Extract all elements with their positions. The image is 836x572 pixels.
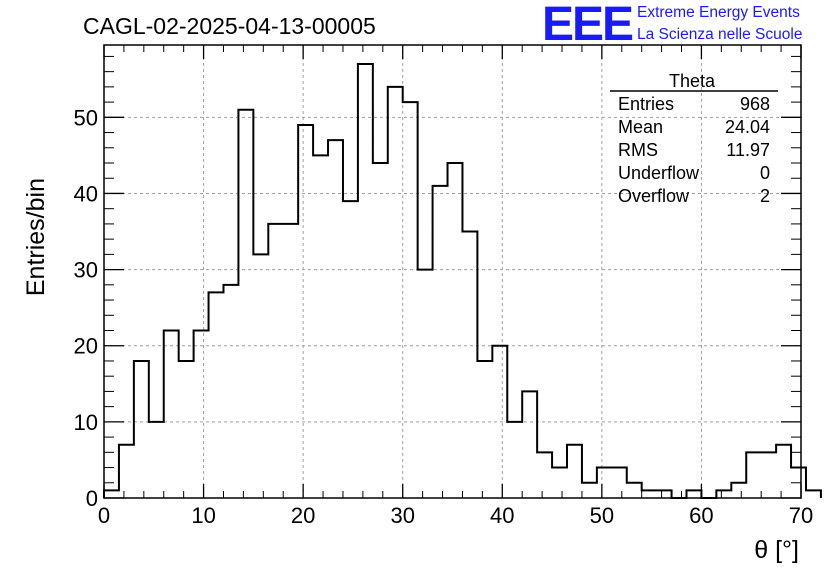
stats-value: 968: [740, 94, 770, 114]
histogram-bin: [119, 445, 134, 498]
brand-line-2: La Scienza nelle Scuole: [637, 26, 802, 43]
histogram-bin: [627, 483, 642, 498]
x-tick-label: 60: [689, 503, 713, 528]
eee-logo: EEE: [542, 0, 633, 51]
histogram-bin: [179, 361, 194, 498]
x-tick-label: 0: [98, 503, 110, 528]
histogram-bin: [209, 292, 224, 498]
y-tick-label: 40: [74, 181, 98, 206]
histogram-bin: [552, 468, 567, 498]
histogram-bin: [716, 490, 731, 498]
histogram-bin: [612, 468, 627, 498]
stats-value: 11.97: [726, 140, 770, 160]
stats-value: 24.04: [725, 117, 770, 137]
histogram-bin: [462, 232, 477, 498]
chart-title: CAGL-02-2025-04-13-00005: [83, 13, 376, 39]
histogram-bin: [149, 422, 164, 498]
histogram-bin: [403, 102, 418, 498]
x-tick-label: 30: [390, 503, 414, 528]
y-axis-label: Entries/bin: [22, 178, 50, 296]
histogram-bin: [582, 483, 597, 498]
histogram-bin: [194, 331, 209, 498]
histogram-bin: [746, 452, 761, 498]
grid: [104, 45, 801, 498]
y-tick-label: 20: [74, 334, 98, 359]
histogram-bin: [731, 483, 746, 498]
histogram-bin: [522, 391, 537, 498]
histogram-bin: [298, 125, 313, 498]
histogram-bin: [134, 361, 149, 498]
histogram-bin: [343, 201, 358, 498]
histogram-bin: [223, 285, 238, 498]
histogram-bin: [313, 155, 328, 498]
histogram-bin: [686, 490, 701, 498]
histogram-bin: [104, 490, 119, 498]
x-tick-label: 70: [789, 503, 813, 528]
histogram-bin: [657, 490, 672, 498]
stats-value: 0: [760, 163, 770, 183]
stats-value: 2: [760, 186, 770, 206]
histogram-bin: [373, 163, 388, 498]
y-tick-label: 50: [74, 105, 98, 130]
histogram-bin: [537, 452, 552, 498]
histogram-bin: [597, 468, 612, 498]
stats-label: Underflow: [618, 163, 700, 183]
histogram-bin: [776, 445, 791, 498]
histogram-bin: [418, 270, 433, 498]
stats-label: Entries: [618, 94, 674, 114]
stats-title: Theta: [669, 71, 716, 91]
histogram-bins: [104, 64, 821, 498]
x-tick-label: 40: [490, 503, 514, 528]
y-tick-label: 0: [86, 486, 98, 511]
histogram-bin: [507, 422, 522, 498]
histogram-bin: [477, 361, 492, 498]
stats-label: Mean: [618, 117, 663, 137]
plot-frame: [103, 44, 802, 499]
y-tick-label: 30: [74, 258, 98, 283]
histogram-bin: [238, 110, 253, 498]
histogram-bin: [253, 254, 268, 498]
histogram-bin: [268, 224, 283, 498]
histogram-bin: [567, 445, 582, 498]
histogram-bin: [806, 490, 821, 498]
y-tick-label: 10: [74, 410, 98, 435]
x-axis-label: θ [°]: [754, 536, 799, 564]
stats-box: Theta Entries 968 Mean 24.04 RMS 11.97 Underfl…: [610, 71, 778, 206]
histogram-bin: [358, 64, 373, 498]
x-tick-label: 50: [590, 503, 614, 528]
histogram-bin: [642, 490, 657, 498]
histogram-outline: [103, 63, 822, 499]
x-tick-label: 20: [291, 503, 315, 528]
histogram-bin: [761, 452, 776, 498]
histogram-bin: [448, 163, 463, 498]
x-tick-label: 10: [191, 503, 215, 528]
stats-label: Overflow: [618, 186, 690, 206]
brand-line-1: Extreme Energy Events: [637, 4, 800, 21]
histogram-bin: [388, 87, 403, 498]
histogram-bin: [164, 331, 179, 498]
histogram-bin: [283, 224, 298, 498]
histogram-bin: [433, 186, 448, 498]
stats-label: RMS: [618, 140, 658, 160]
